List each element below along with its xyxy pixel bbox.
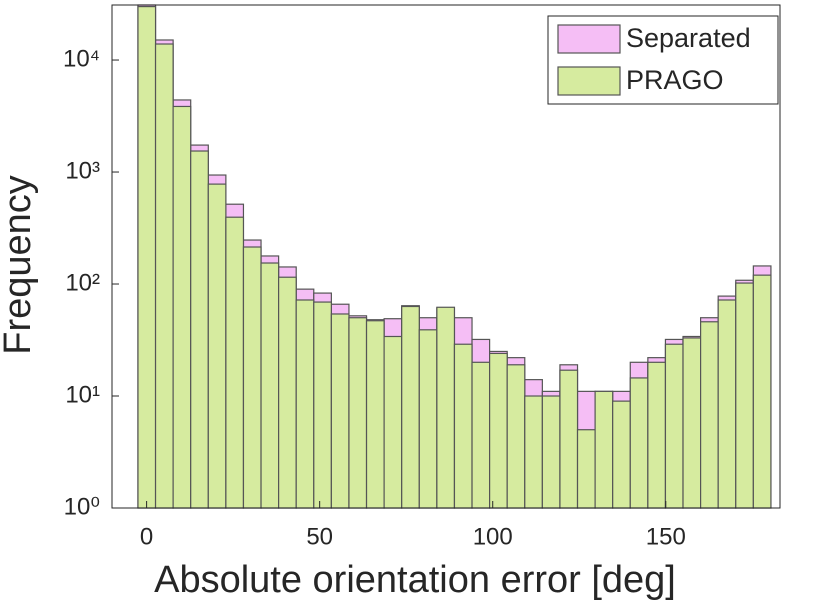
bar [559,369,579,509]
bar [700,321,719,509]
y-tick-label: 10³ [65,157,100,184]
plot-frame [111,4,781,509]
x-tick-label: 0 [140,523,153,550]
bar [524,395,543,509]
bar [594,390,614,509]
bar [260,262,280,509]
bar [541,395,561,509]
bar [401,305,420,509]
bar [682,337,702,509]
bar [612,400,631,509]
legend-label: PRAGO [626,65,724,95]
bar [717,299,737,509]
bar [190,150,209,509]
bar [752,274,772,509]
bar [242,246,262,509]
bar [295,299,315,509]
bar [418,329,438,509]
bar [629,377,649,509]
bar [278,276,297,509]
bar [348,317,368,509]
x-tick-label: 50 [306,523,333,550]
bar [664,343,684,509]
x-tick-label: 100 [473,523,513,550]
y-axis-label: Frequency [0,175,39,355]
bar [207,183,227,509]
y-tick-label: 10⁰ [64,493,100,520]
bar [365,320,385,509]
bar [647,361,667,509]
bar [471,361,491,509]
legend-swatch [557,24,621,54]
legend-swatch [557,66,621,96]
bar [436,306,456,509]
bar [330,313,350,509]
bar [172,105,192,509]
bar [506,364,526,509]
bar [489,352,508,509]
y-tick-label: 10⁴ [63,45,100,72]
bar [453,343,473,509]
bar [383,335,403,509]
bar [313,301,332,509]
x-axis-label: Absolute orientation error [deg] [154,559,676,601]
y-tick-label: 10² [65,269,100,296]
bar [735,282,754,509]
bar [137,5,157,509]
bar [154,43,174,509]
y-tick-label: 10¹ [65,381,100,408]
x-tick-label: 150 [646,523,686,550]
bar [225,216,245,509]
legend-label: Separated [626,23,751,53]
bar [576,429,596,509]
